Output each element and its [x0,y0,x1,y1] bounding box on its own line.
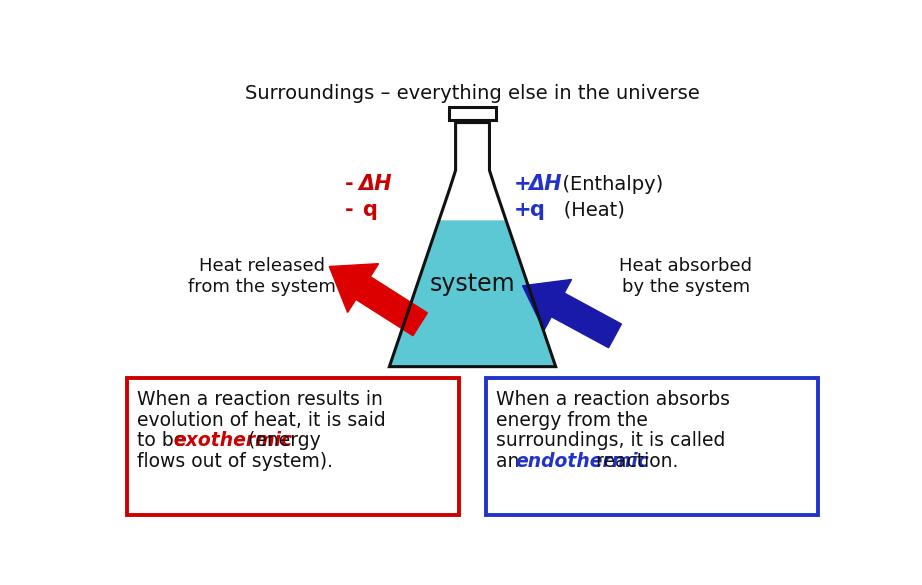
Polygon shape [389,123,556,367]
Text: ΔH: ΔH [359,174,392,194]
Text: reaction.: reaction. [589,452,678,471]
Text: q: q [529,200,544,221]
Text: exothermic: exothermic [173,431,292,450]
Text: surroundings, it is called: surroundings, it is called [496,431,725,450]
Bar [449,107,496,121]
Bar [486,378,818,515]
Text: Surroundings – everything else in the universe: Surroundings – everything else in the un… [245,84,700,103]
Text: When a reaction results in: When a reaction results in [136,390,383,409]
Polygon shape [389,221,556,367]
Text: to be: to be [136,431,191,450]
Bar [127,378,459,515]
Text: (energy: (energy [242,431,321,450]
Text: +: + [514,174,539,194]
Text: Heat released
from the system: Heat released from the system [188,257,337,296]
Text: Heat absorbed
by the system: Heat absorbed by the system [620,257,752,296]
Text: -: - [345,200,361,221]
Text: (Heat): (Heat) [545,201,625,220]
Text: +: + [514,200,539,221]
Text: ΔH: ΔH [528,174,561,194]
FancyArrow shape [523,280,621,347]
Text: endothermic: endothermic [515,452,649,471]
Text: (Enthalpy): (Enthalpy) [550,175,664,194]
FancyArrow shape [329,264,428,336]
Text: q: q [362,200,377,221]
Text: evolution of heat, it is said: evolution of heat, it is said [136,411,385,429]
Text: flows out of system).: flows out of system). [136,452,333,471]
Text: an: an [496,452,525,471]
Text: When a reaction absorbs: When a reaction absorbs [496,390,729,409]
Text: -: - [345,174,361,194]
Text: energy from the: energy from the [496,411,647,429]
Text: system: system [430,272,515,296]
